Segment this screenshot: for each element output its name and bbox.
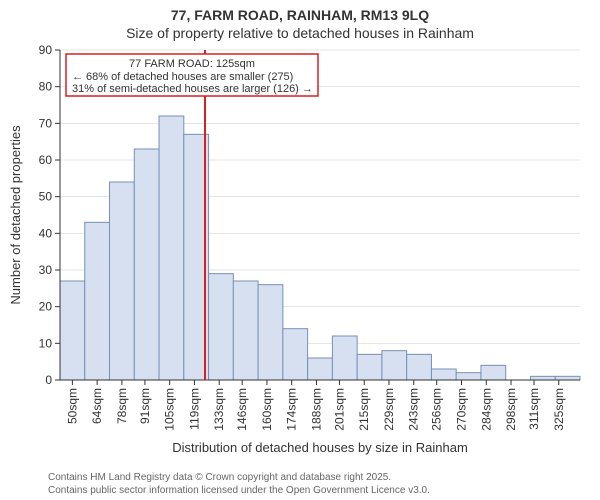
y-tick-label: 90 — [39, 43, 53, 57]
histogram-chart: 77, FARM ROAD, RAINHAM, RM13 9LQ Size of… — [0, 0, 600, 500]
x-tick-label: 78sqm — [115, 388, 129, 424]
x-axis-ticks: 50sqm 64sqm 78sqm 91sqm 105sqm 119sqm 133sqm 14… — [65, 380, 565, 431]
x-tick-label: 284sqm — [479, 388, 493, 431]
x-tick-label: 119sqm — [187, 388, 201, 430]
x-tick-label: 215sqm — [357, 388, 371, 431]
x-tick-label: 256sqm — [430, 388, 444, 431]
histogram-bar — [60, 281, 85, 380]
x-tick-label: 133sqm — [212, 388, 226, 431]
y-axis-label: Number of detached properties — [8, 125, 23, 305]
annotation-line1: 77 FARM ROAD: 125sqm — [129, 58, 255, 70]
x-tick-label: 325sqm — [552, 388, 566, 431]
histogram-bar — [258, 285, 283, 380]
histogram-bar — [481, 365, 506, 380]
histogram-bars — [60, 116, 580, 380]
y-tick-label: 80 — [39, 80, 53, 94]
histogram-bar — [134, 149, 159, 380]
histogram-bar — [530, 376, 555, 380]
histogram-bar — [159, 116, 184, 380]
y-tick-label: 0 — [45, 373, 52, 387]
x-tick-label: 229sqm — [382, 388, 396, 431]
annotation-line3: 31% of semi-detached houses are larger (… — [72, 83, 313, 95]
chart-title-main: 77, FARM ROAD, RAINHAM, RM13 9LQ — [171, 7, 429, 23]
chart-title-sub: Size of property relative to detached ho… — [126, 25, 474, 41]
footer-line1: Contains HM Land Registry data © Crown c… — [48, 472, 391, 483]
histogram-bar — [382, 351, 407, 380]
footer-line2: Contains public sector information licen… — [48, 485, 430, 496]
y-tick-label: 70 — [39, 116, 53, 130]
histogram-bar — [110, 182, 135, 380]
annotation-line2: ← 68% of detached houses are smaller (27… — [72, 71, 293, 83]
annotation-box: 77 FARM ROAD: 125sqm ← 68% of detached h… — [66, 54, 318, 96]
histogram-bar — [233, 281, 258, 380]
histogram-bar — [431, 369, 456, 380]
y-tick-label: 50 — [39, 190, 53, 204]
histogram-bar — [308, 358, 333, 380]
histogram-bar — [332, 336, 357, 380]
x-tick-label: 188sqm — [309, 388, 323, 431]
histogram-bar — [555, 376, 580, 380]
y-tick-label: 20 — [39, 300, 53, 314]
x-tick-label: 311sqm — [527, 388, 541, 430]
histogram-bar — [85, 222, 110, 380]
x-tick-label: 105sqm — [163, 388, 177, 431]
y-tick-label: 30 — [39, 263, 53, 277]
x-tick-label: 201sqm — [332, 388, 346, 431]
histogram-bar — [407, 354, 432, 380]
x-tick-label: 160sqm — [260, 388, 274, 431]
histogram-bar — [456, 373, 481, 380]
y-tick-label: 60 — [39, 153, 53, 167]
x-tick-label: 146sqm — [235, 388, 249, 431]
x-tick-label: 50sqm — [65, 388, 79, 424]
y-tick-label: 40 — [39, 226, 53, 240]
x-tick-label: 91sqm — [138, 388, 152, 424]
y-axis-ticks: 0 10 20 30 40 50 60 70 80 90 — [39, 43, 60, 387]
x-tick-label: 64sqm — [90, 388, 104, 424]
x-tick-label: 243sqm — [407, 388, 421, 431]
x-axis-label: Distribution of detached houses by size … — [172, 440, 468, 455]
histogram-bar — [283, 329, 308, 380]
x-tick-label: 174sqm — [285, 388, 299, 431]
x-tick-label: 298sqm — [504, 388, 518, 431]
y-tick-label: 10 — [39, 336, 53, 350]
histogram-bar — [357, 354, 382, 380]
histogram-bar — [209, 274, 234, 380]
x-tick-label: 270sqm — [454, 388, 468, 431]
